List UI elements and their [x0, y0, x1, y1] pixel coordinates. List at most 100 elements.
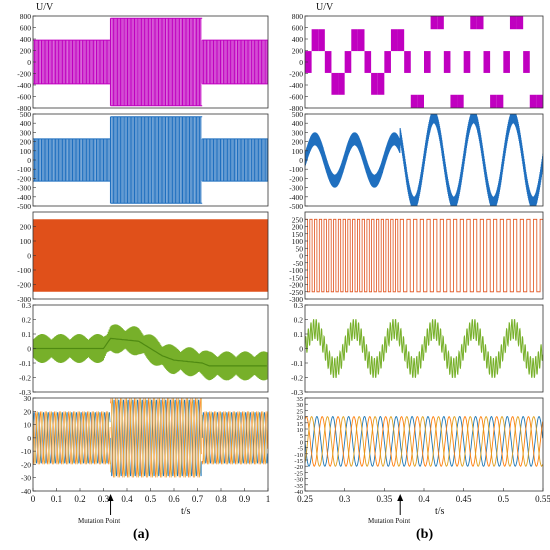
y-tick-label: -100 — [17, 165, 31, 174]
level-block — [311, 29, 319, 52]
level-block — [516, 16, 524, 30]
y-tick-label: 0 — [27, 58, 31, 67]
y-tick-label: 35 — [297, 396, 304, 403]
waveform-segment — [33, 138, 110, 182]
phase-3-wave — [110, 398, 202, 478]
level-block — [476, 16, 484, 30]
y-tick-label: 0.1 — [22, 330, 32, 339]
level-block — [490, 94, 497, 108]
x-tick-label: 0.6 — [168, 494, 180, 504]
level-block — [509, 16, 517, 30]
level-block — [364, 51, 372, 73]
y-tick-label: -15 — [294, 458, 303, 465]
y-unit-label-b: U/V — [316, 2, 334, 13]
y-tick-label: 800 — [20, 12, 32, 21]
x-tick-label: 0.5 — [498, 494, 510, 504]
square-wave — [305, 218, 543, 293]
y-tick-label: -35 — [294, 483, 303, 490]
level-block — [457, 94, 464, 108]
y-tick-label: -100 — [17, 266, 31, 275]
panels-layer: 8006004002000-200-400-600-80050040030020… — [17, 12, 550, 515]
mutation-arrow-head — [107, 494, 114, 501]
y-tick-label: 400 — [292, 119, 304, 128]
y-tick-label: 0.3 — [294, 301, 304, 310]
y-tick-label: -400 — [289, 193, 303, 202]
y-tick-label: 800 — [292, 12, 304, 21]
level-block — [371, 72, 378, 95]
phase-1-wave — [33, 412, 111, 464]
panel-b-5: 35302520151050-5-10-15-20-25-30-35-400.2… — [294, 396, 550, 515]
x-tick-label: 1 — [266, 494, 271, 504]
plot-area-a-4 — [33, 324, 268, 381]
y-tick-label: -200 — [289, 70, 303, 79]
x-tick-label: 0.4 — [418, 494, 430, 504]
plot-area-b-1 — [305, 16, 543, 108]
y-tick-label: -0.2 — [19, 374, 31, 383]
y-tick-label: 600 — [292, 24, 304, 33]
level-block — [470, 16, 477, 30]
y-tick-label: 10 — [297, 427, 304, 434]
y-tick-label: 0 — [299, 156, 303, 165]
waveform-band — [305, 114, 543, 206]
level-block — [377, 72, 385, 95]
y-tick-label: -800 — [289, 104, 303, 113]
y-tick-label: -300 — [289, 184, 303, 193]
y-tick-label: -600 — [289, 93, 303, 102]
y-tick-label: -200 — [17, 70, 31, 79]
y-tick-label: -30 — [294, 477, 303, 484]
y-tick-label: 300 — [20, 128, 32, 137]
y-tick-label: -400 — [17, 193, 31, 202]
waveform-segment — [109, 18, 202, 106]
y-tick-label: -25 — [294, 470, 303, 477]
y-tick-label: 50 — [296, 244, 304, 253]
waveform-segment — [109, 116, 202, 204]
y-tick-label: -300 — [17, 184, 31, 193]
level-block — [463, 51, 471, 73]
y-tick-label: -5 — [298, 446, 303, 453]
y-tick-label: -100 — [289, 165, 303, 174]
y-tick-label: 200 — [292, 47, 304, 56]
y-tick-label: 30 — [24, 394, 32, 403]
plot-area-a-2 — [33, 116, 268, 204]
y-unit-label-a: U/V — [36, 2, 54, 13]
y-tick-label: 200 — [20, 223, 32, 232]
plot-area-a-1 — [33, 17, 268, 107]
x-tick-label: 0.3 — [98, 494, 110, 504]
y-tick-label: -40 — [21, 487, 31, 496]
phase-3-wave — [305, 416, 543, 467]
y-tick-label: -250 — [289, 288, 303, 297]
level-block — [305, 51, 312, 73]
x-tick-label: 0.5 — [145, 494, 157, 504]
x-tick-label: 0.7 — [192, 494, 204, 504]
y-tick-label: -0.3 — [291, 388, 303, 397]
y-tick-label: 0 — [299, 345, 303, 354]
y-tick-label: 400 — [292, 35, 304, 44]
x-unit-label-b: t/s — [435, 506, 445, 517]
y-tick-label: 400 — [20, 119, 32, 128]
phase-3-wave — [33, 411, 111, 465]
y-tick-label: 0.2 — [22, 316, 32, 325]
y-tick-label: -150 — [289, 273, 303, 282]
y-tick-label: 500 — [20, 110, 32, 119]
waveform-segment — [201, 138, 268, 182]
y-tick-label: -300 — [289, 295, 303, 304]
x-tick-label: 0.8 — [215, 494, 227, 504]
y-tick-label: 400 — [20, 35, 32, 44]
panel-a-4: 0.3 0.2 0.1 0 -0.1 -0.2 -0.3 — [19, 301, 269, 397]
y-tick-label: 0.2 — [294, 316, 304, 325]
level-block — [523, 51, 530, 73]
y-tick-label: 0 — [27, 434, 31, 443]
x-tick-label: 0.45 — [456, 494, 472, 504]
mutation-label-b: Mutation Point — [368, 517, 411, 525]
y-tick-label: 200 — [292, 138, 304, 147]
x-tick-label: 0.2 — [74, 494, 85, 504]
level-block — [483, 51, 491, 73]
y-tick-label: -200 — [289, 281, 303, 290]
y-tick-label: 100 — [20, 237, 32, 246]
x-tick-label: 0.1 — [51, 494, 62, 504]
level-block — [397, 29, 405, 52]
y-tick-label: -200 — [17, 174, 31, 183]
y-tick-label: 30 — [297, 402, 304, 409]
plot-area-b-3 — [305, 218, 543, 293]
